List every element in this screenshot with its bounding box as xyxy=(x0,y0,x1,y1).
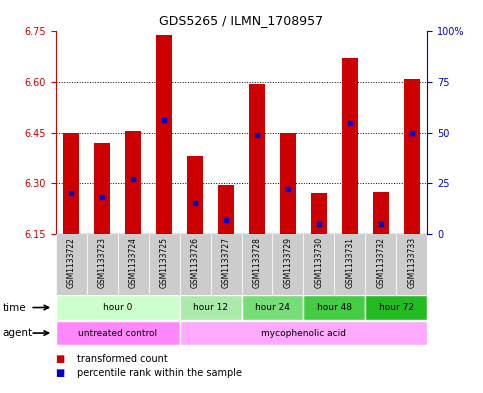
FancyBboxPatch shape xyxy=(86,234,117,295)
Text: GSM1133730: GSM1133730 xyxy=(314,237,324,288)
FancyBboxPatch shape xyxy=(242,234,272,295)
FancyBboxPatch shape xyxy=(334,234,366,295)
Text: GSM1133723: GSM1133723 xyxy=(98,237,107,288)
Text: hour 48: hour 48 xyxy=(317,303,352,312)
Bar xyxy=(63,133,79,234)
Bar xyxy=(249,84,265,234)
Text: GSM1133731: GSM1133731 xyxy=(345,237,355,288)
Bar xyxy=(280,133,296,234)
Text: GSM1133727: GSM1133727 xyxy=(222,237,230,288)
Bar xyxy=(187,156,203,234)
FancyBboxPatch shape xyxy=(303,295,366,320)
Text: percentile rank within the sample: percentile rank within the sample xyxy=(77,368,242,378)
FancyBboxPatch shape xyxy=(211,234,242,295)
Text: GSM1133722: GSM1133722 xyxy=(67,237,75,288)
Text: GSM1133732: GSM1133732 xyxy=(376,237,385,288)
Bar xyxy=(373,192,389,234)
Text: hour 0: hour 0 xyxy=(103,303,132,312)
Text: ■: ■ xyxy=(56,354,65,364)
Bar xyxy=(94,143,110,234)
FancyBboxPatch shape xyxy=(180,234,211,295)
FancyBboxPatch shape xyxy=(56,321,180,345)
FancyBboxPatch shape xyxy=(56,234,86,295)
FancyBboxPatch shape xyxy=(272,234,303,295)
Bar xyxy=(311,193,327,234)
FancyBboxPatch shape xyxy=(303,234,334,295)
FancyBboxPatch shape xyxy=(366,295,427,320)
Text: hour 12: hour 12 xyxy=(193,303,228,312)
Text: agent: agent xyxy=(2,328,32,338)
FancyBboxPatch shape xyxy=(149,234,180,295)
FancyBboxPatch shape xyxy=(180,321,427,345)
FancyBboxPatch shape xyxy=(56,295,180,320)
FancyBboxPatch shape xyxy=(180,295,242,320)
Text: GSM1133729: GSM1133729 xyxy=(284,237,293,288)
Text: time: time xyxy=(2,303,26,312)
Text: GDS5265 / ILMN_1708957: GDS5265 / ILMN_1708957 xyxy=(159,14,324,27)
Text: GSM1133726: GSM1133726 xyxy=(190,237,199,288)
Bar xyxy=(218,185,234,234)
Bar xyxy=(156,35,172,234)
Text: transformed count: transformed count xyxy=(77,354,168,364)
FancyBboxPatch shape xyxy=(242,295,303,320)
Text: untreated control: untreated control xyxy=(78,329,157,338)
Text: ■: ■ xyxy=(56,368,65,378)
FancyBboxPatch shape xyxy=(366,234,397,295)
Bar xyxy=(342,59,358,234)
Bar xyxy=(125,131,141,234)
Text: hour 72: hour 72 xyxy=(379,303,414,312)
Text: mycophenolic acid: mycophenolic acid xyxy=(261,329,346,338)
FancyBboxPatch shape xyxy=(117,234,149,295)
FancyBboxPatch shape xyxy=(397,234,427,295)
Text: GSM1133728: GSM1133728 xyxy=(253,237,261,288)
Text: GSM1133725: GSM1133725 xyxy=(159,237,169,288)
Text: hour 24: hour 24 xyxy=(255,303,290,312)
Text: GSM1133724: GSM1133724 xyxy=(128,237,138,288)
Bar xyxy=(404,79,420,234)
Text: GSM1133733: GSM1133733 xyxy=(408,237,416,288)
